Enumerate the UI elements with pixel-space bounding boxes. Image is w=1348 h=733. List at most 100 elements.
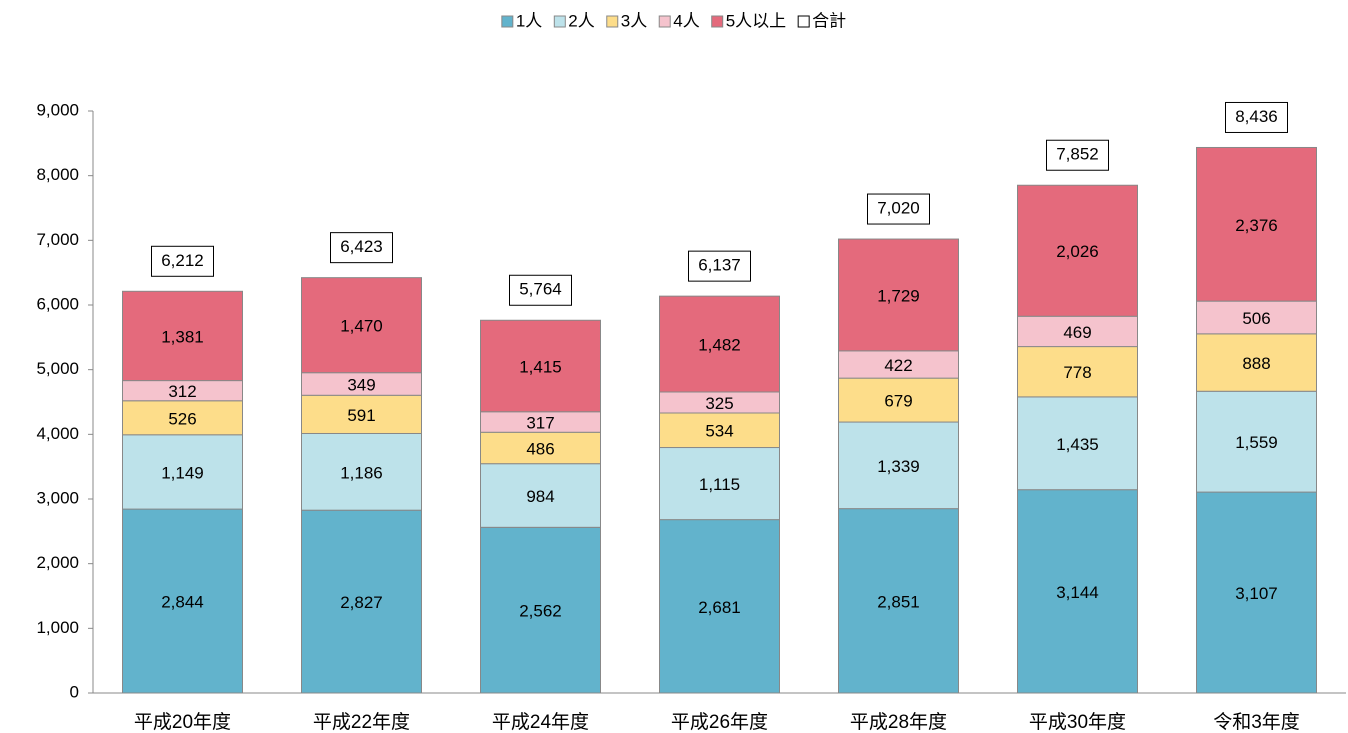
total-box bbox=[867, 193, 930, 225]
x-tick-label: 平成20年度 bbox=[134, 711, 231, 733]
data-label: 1,115 bbox=[699, 475, 740, 494]
total-label: 6,137 bbox=[698, 256, 741, 275]
bar-segment bbox=[301, 394, 422, 434]
data-label: 422 bbox=[884, 356, 912, 375]
y-tick-label: 3,000 bbox=[36, 488, 79, 507]
data-label: 2,026 bbox=[1056, 242, 1099, 261]
bar-segment bbox=[659, 295, 780, 393]
data-label: 888 bbox=[1242, 354, 1270, 373]
x-tick-label: 平成24年度 bbox=[492, 711, 589, 733]
total-box bbox=[688, 250, 751, 282]
data-label: 2,562 bbox=[519, 602, 562, 621]
bar-segment bbox=[301, 277, 422, 374]
legend-label: 2人 bbox=[568, 11, 594, 30]
total-label: 6,423 bbox=[340, 237, 383, 256]
bar-segment bbox=[1017, 396, 1138, 491]
data-label: 2,376 bbox=[1235, 216, 1278, 235]
legend: 1人 2人 3人 4人 5人以上 合計 bbox=[501, 11, 846, 30]
legend-label: 3人 bbox=[621, 11, 647, 30]
total-box bbox=[1046, 139, 1109, 171]
legend-label: 1人 bbox=[516, 11, 542, 30]
data-label: 506 bbox=[1242, 309, 1270, 328]
bar-segment bbox=[122, 508, 243, 694]
total-box bbox=[151, 245, 214, 277]
data-label: 1,186 bbox=[340, 463, 383, 482]
data-label: 1,149 bbox=[161, 463, 204, 482]
y-tick-label: 6,000 bbox=[36, 294, 79, 313]
bar-segment bbox=[659, 519, 780, 694]
legend-label: 合計 bbox=[812, 11, 846, 30]
data-label: 679 bbox=[884, 392, 912, 411]
bar-segment bbox=[480, 526, 601, 694]
data-label: 1,415 bbox=[519, 357, 562, 376]
data-label: 1,435 bbox=[1056, 435, 1099, 454]
bar-segment bbox=[122, 434, 243, 510]
y-tick-label: 4,000 bbox=[36, 424, 79, 443]
bar-segment bbox=[1196, 333, 1317, 392]
y-tick-label: 0 bbox=[70, 682, 79, 701]
bar-segment bbox=[480, 463, 601, 528]
bar-segment bbox=[659, 412, 780, 449]
data-label: 486 bbox=[526, 439, 554, 458]
data-label: 1,381 bbox=[161, 327, 204, 346]
legend-swatch bbox=[606, 15, 619, 28]
data-label: 534 bbox=[705, 422, 733, 441]
x-tick-label: 令和3年度 bbox=[1213, 711, 1300, 733]
data-label: 526 bbox=[168, 409, 196, 428]
data-label: 591 bbox=[347, 406, 375, 425]
x-tick-label: 平成26年度 bbox=[671, 711, 768, 733]
bar-segment bbox=[1017, 315, 1138, 348]
total-box bbox=[1225, 101, 1288, 133]
total-label: 6,212 bbox=[161, 251, 204, 270]
data-label: 1,339 bbox=[877, 457, 920, 476]
data-label: 2,827 bbox=[340, 593, 383, 612]
legend-label: 5人以上 bbox=[726, 11, 786, 30]
legend-swatch bbox=[711, 15, 724, 28]
x-tick-label: 平成22年度 bbox=[313, 711, 410, 733]
legend-swatch bbox=[553, 15, 566, 28]
data-label: 778 bbox=[1063, 363, 1091, 382]
x-tick-label: 平成28年度 bbox=[850, 711, 947, 733]
data-label: 317 bbox=[526, 413, 554, 432]
legend-swatch bbox=[658, 15, 671, 28]
bar-segment bbox=[122, 290, 243, 382]
data-label: 3,144 bbox=[1056, 583, 1099, 602]
data-label: 1,559 bbox=[1235, 433, 1278, 452]
y-tick-label: 1,000 bbox=[36, 618, 79, 637]
total-label: 7,852 bbox=[1056, 145, 1099, 164]
data-label: 2,851 bbox=[877, 592, 920, 611]
data-label: 1,482 bbox=[698, 336, 741, 355]
data-label: 312 bbox=[168, 382, 196, 401]
legend-label: 4人 bbox=[673, 11, 699, 30]
bar-segment bbox=[838, 508, 959, 694]
data-label: 2,844 bbox=[161, 593, 204, 612]
bar-segment bbox=[1196, 491, 1317, 694]
data-label: 349 bbox=[347, 375, 375, 394]
bar-segment bbox=[838, 421, 959, 510]
bar-segment bbox=[838, 238, 959, 352]
total-box bbox=[330, 232, 393, 264]
bar-segment bbox=[480, 319, 601, 413]
bar-segment bbox=[1196, 146, 1317, 302]
data-label: 1,729 bbox=[877, 286, 920, 305]
y-tick-label: 7,000 bbox=[36, 230, 79, 249]
y-tick-label: 9,000 bbox=[36, 100, 79, 119]
total-box bbox=[509, 274, 572, 306]
total-label: 8,436 bbox=[1235, 107, 1278, 126]
legend-swatch bbox=[501, 15, 514, 28]
bar-segment bbox=[838, 350, 959, 379]
bar-segment bbox=[301, 509, 422, 694]
legend-swatch bbox=[797, 15, 810, 28]
y-tick-label: 8,000 bbox=[36, 165, 79, 184]
bar-segment bbox=[1017, 346, 1138, 398]
y-tick-label: 5,000 bbox=[36, 359, 79, 378]
data-label: 325 bbox=[705, 394, 733, 413]
total-label: 7,020 bbox=[877, 199, 920, 218]
bar-segment bbox=[659, 447, 780, 521]
bar-segment bbox=[1196, 300, 1317, 335]
data-label: 984 bbox=[526, 487, 554, 506]
total-label: 5,764 bbox=[519, 280, 562, 299]
data-label: 3,107 bbox=[1235, 584, 1278, 603]
bar-segment bbox=[480, 431, 601, 465]
